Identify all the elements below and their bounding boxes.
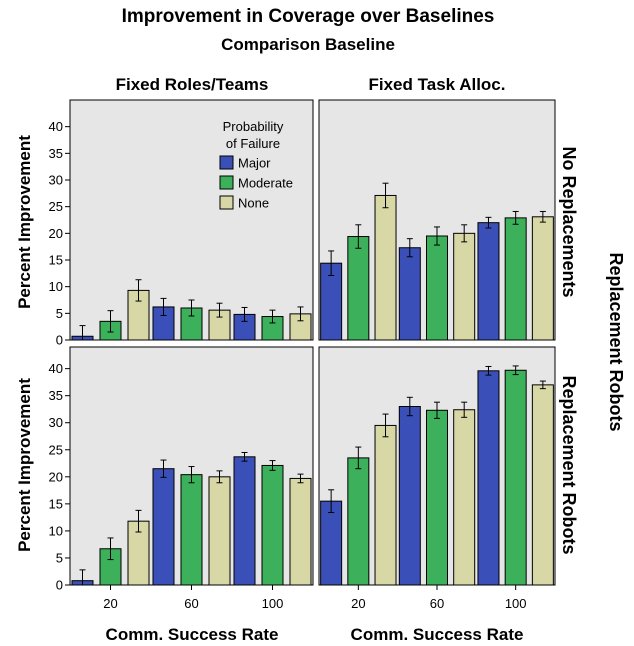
- panel-r1-c1: 20 60 100: [318, 346, 556, 611]
- y-tick-label: 35: [49, 388, 63, 403]
- y-tick-label: 20: [49, 469, 63, 484]
- bar-none-60: [208, 476, 231, 586]
- column-header-left: Fixed Roles/Teams: [116, 75, 269, 94]
- legend: Probability of Failure Major Moderate None: [219, 119, 293, 211]
- legend-label-major: Major: [238, 156, 271, 171]
- outer-row-label: Replacement Robots: [606, 252, 626, 431]
- bar-moderate-100: [504, 217, 527, 341]
- y-axis-title-top: Percent Improvement: [15, 135, 34, 309]
- bar-major-20: [320, 500, 343, 586]
- row-header-top: No Replacements: [559, 146, 579, 297]
- y-tick-label: 0: [56, 333, 63, 348]
- chart-title: Improvement in Coverage over Baselines: [122, 6, 495, 27]
- bar-major-100: [477, 222, 500, 341]
- y-tick-label: 5: [56, 306, 63, 321]
- y-tick-label: 30: [49, 173, 63, 188]
- bar-none-20: [374, 424, 397, 586]
- bar-none-100: [289, 477, 312, 586]
- x-tick-label: 20: [103, 596, 117, 611]
- x-tick-label: 20: [351, 596, 365, 611]
- panel-r0-c1: [318, 99, 556, 341]
- panel-r1-c0: 0 5 10 15 20 25 30 35 40 20 60 100: [49, 346, 314, 611]
- y-tick-label: 15: [49, 496, 63, 511]
- y-tick-label: 15: [49, 253, 63, 268]
- y-tick-label: 30: [49, 415, 63, 430]
- bar-moderate-100: [504, 369, 527, 586]
- x-tick-label: 100: [262, 596, 284, 611]
- bar-none-60: [453, 232, 476, 341]
- legend-swatch-none: [219, 195, 234, 210]
- bar-moderate-100: [261, 464, 284, 586]
- legend-label-none: None: [238, 196, 269, 211]
- y-tick-label: 40: [49, 119, 63, 134]
- bar-major-60: [398, 247, 421, 341]
- x-axis-title-right: Comm. Success Rate: [351, 625, 524, 644]
- bar-major-60: [398, 406, 421, 586]
- legend-title-line: Probability: [223, 119, 284, 134]
- legend-title-line: of Failure: [226, 136, 280, 151]
- bar-moderate-20: [347, 457, 370, 586]
- y-axis-title-bottom: Percent Improvement: [15, 378, 34, 552]
- bar-moderate-60: [426, 235, 448, 341]
- y-tick-label: 0: [56, 578, 63, 593]
- y-tick-label: 10: [49, 279, 63, 294]
- y-tick-label: 5: [56, 550, 63, 565]
- panel-r0-c0: 0 5 10 15 20 25 30 35 40: [49, 99, 314, 348]
- legend-label-moderate: Moderate: [238, 176, 293, 191]
- y-tick-label: 35: [49, 146, 63, 161]
- bar-major-60: [152, 468, 175, 586]
- y-tick-label: 20: [49, 226, 63, 241]
- bar-none-20: [374, 194, 397, 341]
- bar-moderate-20: [347, 236, 370, 341]
- y-tick-label: 10: [49, 523, 63, 538]
- bar-none-100: [531, 216, 554, 341]
- x-tick-label: 60: [430, 596, 444, 611]
- chart-subtitle: Comparison Baseline: [221, 35, 395, 54]
- column-header-right: Fixed Task Alloc.: [369, 75, 506, 94]
- bar-moderate-60: [426, 409, 448, 586]
- bar-none-100: [531, 384, 554, 586]
- bar-none-60: [453, 409, 476, 586]
- y-tick-label: 25: [49, 199, 63, 214]
- x-tick-label: 60: [184, 596, 198, 611]
- bar-major-100: [477, 370, 500, 586]
- bar-major-100: [233, 456, 256, 586]
- bar-moderate-60: [180, 474, 203, 586]
- y-tick-label: 40: [49, 361, 63, 376]
- x-axis-title-left: Comm. Success Rate: [106, 625, 279, 644]
- row-header-bottom: Replacement Robots: [559, 375, 579, 554]
- legend-swatch-major: [219, 155, 234, 170]
- legend-swatch-moderate: [219, 175, 234, 190]
- x-tick-label: 100: [505, 596, 527, 611]
- y-tick-label: 25: [49, 442, 63, 457]
